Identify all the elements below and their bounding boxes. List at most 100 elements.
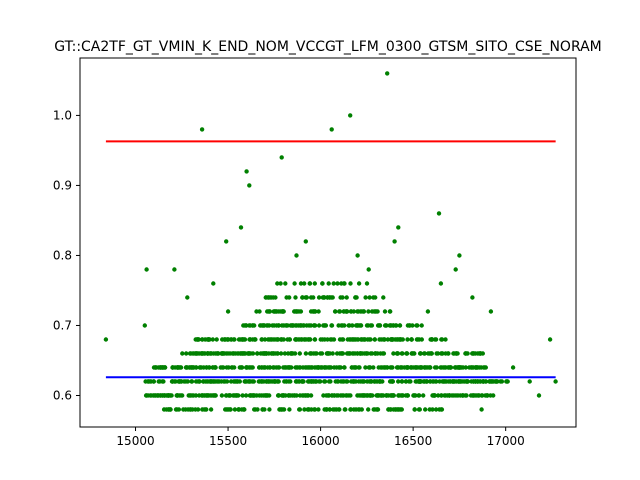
data-point — [233, 393, 239, 398]
data-point — [194, 351, 200, 356]
data-point — [266, 351, 271, 356]
data-point — [411, 393, 417, 398]
data-point — [247, 337, 253, 342]
data-point — [375, 309, 380, 314]
data-point — [332, 393, 337, 398]
data-point — [438, 365, 443, 370]
data-point — [300, 295, 305, 300]
data-point — [413, 379, 418, 384]
data-point — [220, 351, 226, 356]
data-point — [451, 393, 457, 398]
data-point — [469, 379, 474, 384]
data-point — [310, 379, 316, 384]
data-point — [438, 281, 444, 286]
data-point — [443, 365, 448, 370]
data-point — [185, 379, 190, 384]
data-point — [463, 365, 468, 370]
data-point — [181, 407, 186, 412]
data-point — [446, 351, 451, 356]
data-point — [148, 393, 153, 398]
data-point — [316, 309, 321, 314]
data-point — [206, 365, 212, 370]
data-point — [419, 337, 424, 342]
data-point — [414, 337, 420, 342]
data-point — [460, 393, 465, 398]
data-point — [385, 71, 390, 76]
data-point — [399, 379, 404, 384]
data-point — [277, 407, 283, 412]
data-point — [316, 323, 322, 328]
data-point — [294, 253, 299, 258]
data-point — [161, 379, 166, 384]
data-point — [219, 393, 225, 398]
data-point — [547, 337, 553, 342]
data-point — [188, 365, 194, 370]
data-point — [240, 393, 245, 398]
data-point — [279, 337, 285, 342]
data-point — [350, 323, 355, 328]
data-point — [312, 337, 318, 342]
data-point — [483, 365, 488, 370]
data-point — [360, 379, 365, 384]
data-point — [296, 309, 302, 314]
data-point — [470, 295, 475, 300]
data-point — [208, 407, 214, 412]
data-point — [351, 379, 356, 384]
data-point — [246, 379, 252, 384]
data-point — [405, 365, 411, 370]
data-point — [384, 393, 390, 398]
data-point — [434, 379, 439, 384]
data-point — [184, 351, 189, 356]
data-point — [368, 351, 373, 356]
data-point — [331, 281, 336, 286]
data-point — [213, 365, 218, 370]
data-point — [366, 267, 371, 272]
data-point — [329, 323, 335, 328]
data-point — [326, 281, 331, 286]
data-point — [176, 407, 182, 412]
data-point — [347, 337, 352, 342]
data-point — [412, 407, 417, 412]
data-point — [375, 393, 380, 398]
data-point — [312, 407, 317, 412]
x-tick-label: 15500 — [209, 434, 247, 448]
data-point — [200, 337, 205, 342]
data-point — [421, 351, 427, 356]
data-point — [232, 407, 238, 412]
data-point — [231, 351, 237, 356]
y-axis: 0.6 0.7 0.8 0.9 1.0 — [53, 108, 80, 402]
data-point — [144, 393, 149, 398]
data-point — [247, 393, 252, 398]
data-point — [455, 365, 461, 370]
data-point — [366, 365, 371, 370]
data-point — [335, 379, 340, 384]
data-point — [357, 365, 362, 370]
data-point — [418, 351, 423, 356]
data-point — [145, 379, 151, 384]
x-tick-label: 15000 — [116, 434, 154, 448]
data-point — [355, 323, 360, 328]
data-point — [241, 407, 247, 412]
data-point — [437, 407, 442, 412]
data-point — [403, 379, 409, 384]
data-point — [319, 365, 325, 370]
data-point — [215, 351, 220, 356]
data-point — [268, 379, 274, 384]
data-point — [270, 337, 276, 342]
data-point — [226, 393, 231, 398]
data-point — [337, 309, 342, 314]
data-point — [390, 365, 395, 370]
data-point — [266, 309, 271, 314]
data-point — [341, 281, 347, 286]
data-point — [439, 337, 445, 342]
reference-lines — [105, 140, 556, 379]
data-point — [405, 337, 410, 342]
data-point — [422, 365, 427, 370]
data-point — [275, 365, 281, 370]
data-point — [463, 351, 468, 356]
data-point — [397, 323, 403, 328]
data-point — [207, 379, 212, 384]
data-point — [281, 393, 287, 398]
data-point — [372, 351, 378, 356]
data-point — [394, 337, 399, 342]
